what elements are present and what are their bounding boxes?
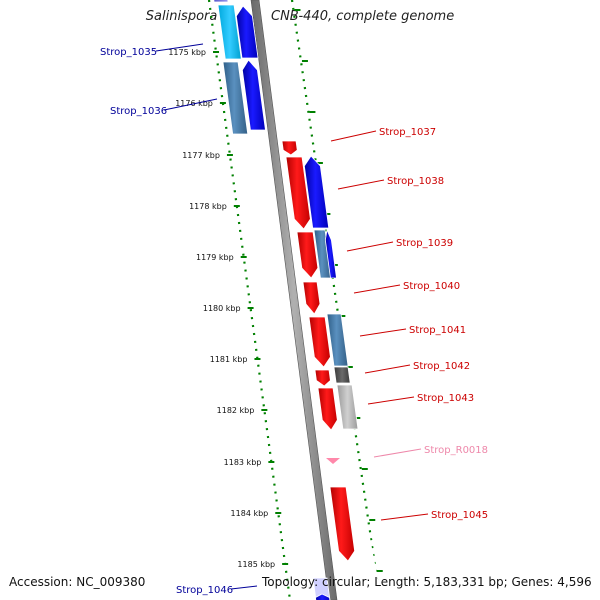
gene-label: Strop_1037	[379, 127, 436, 138]
gene-label-leader	[359, 328, 407, 337]
gene-strop-1038	[285, 156, 311, 230]
gene-label: Strop_1035	[100, 47, 157, 58]
gene-strop-1036	[222, 61, 249, 135]
gene-label-leader	[373, 448, 422, 458]
gene-label-leader	[353, 284, 401, 294]
gene-label: Strop_1045	[431, 510, 488, 521]
gene-label: Strop_1046	[176, 585, 233, 596]
gene-label: Strop_1039	[396, 238, 453, 249]
gene-label-leader	[364, 364, 411, 374]
topology-text: Topology: circular; Length: 5,183,331 bp…	[262, 575, 592, 589]
gene-strop-r0018	[326, 458, 340, 464]
gene-strop-1042	[314, 369, 331, 387]
kbp-tick-label: 1175 kbp	[168, 48, 206, 57]
accession-text: Accession: NC_009380	[9, 575, 146, 589]
gene-strop-1035	[217, 4, 242, 60]
gene-label: Strop_1041	[409, 325, 466, 336]
kbp-tick-label: 1181 kbp	[210, 355, 248, 364]
strand-axis	[250, 0, 338, 600]
gene-label-leader	[230, 585, 258, 590]
gene-label-leader	[155, 43, 204, 52]
gene-label-leader	[380, 513, 429, 521]
kbp-tick-label: 1179 kbp	[196, 253, 234, 262]
gene-strop-1041-partner	[326, 313, 349, 367]
gene-strop-1039	[296, 231, 319, 279]
gene-strop-1042-partner	[333, 366, 351, 384]
gene-strop-1037	[281, 140, 298, 156]
gene-label: Strop_1043	[417, 393, 474, 404]
kbp-tick-label: 1185 kbp	[237, 560, 275, 569]
kbp-tick-label: 1182 kbp	[217, 406, 255, 415]
gene-strop-1040	[302, 281, 321, 315]
gene-label-leader	[367, 396, 415, 405]
gene-label-leader	[163, 98, 218, 111]
kbp-tick-label: 1178 kbp	[189, 202, 227, 211]
kbp-tick-label: 1180 kbp	[203, 304, 241, 313]
gene-label: Strop_1042	[413, 361, 470, 372]
gene-strop-1043-partner	[336, 384, 359, 430]
gene-label-leader	[330, 130, 377, 142]
gene-strop-1038-partner	[303, 155, 330, 229]
gene-label: Strop_1040	[403, 281, 460, 292]
kbp-tick-label: 1183 kbp	[224, 458, 262, 467]
guide-line-right	[290, 0, 382, 600]
gene-label-leader	[346, 241, 394, 252]
guide-line-left	[207, 0, 292, 600]
gene-strop-1043	[317, 387, 338, 431]
gene-strop-1036-partner	[241, 59, 266, 131]
gene-label-leader	[337, 179, 385, 190]
gene-strop-1045	[329, 486, 356, 562]
gene-strop-1046-partner	[315, 593, 331, 600]
gene-label: Strop_1038	[387, 176, 444, 187]
gene-strop-1035-partner	[235, 5, 259, 59]
gene-strop-1039-partner	[324, 228, 337, 279]
gene-top-purple	[213, 0, 229, 3]
gene-label: Strop_R0018	[424, 445, 488, 456]
kbp-tick-label: 1177 kbp	[182, 151, 220, 160]
gene-label: Strop_1036	[110, 106, 167, 117]
kbp-tick-label: 1184 kbp	[231, 509, 269, 518]
gene-strop-1041	[308, 316, 331, 368]
